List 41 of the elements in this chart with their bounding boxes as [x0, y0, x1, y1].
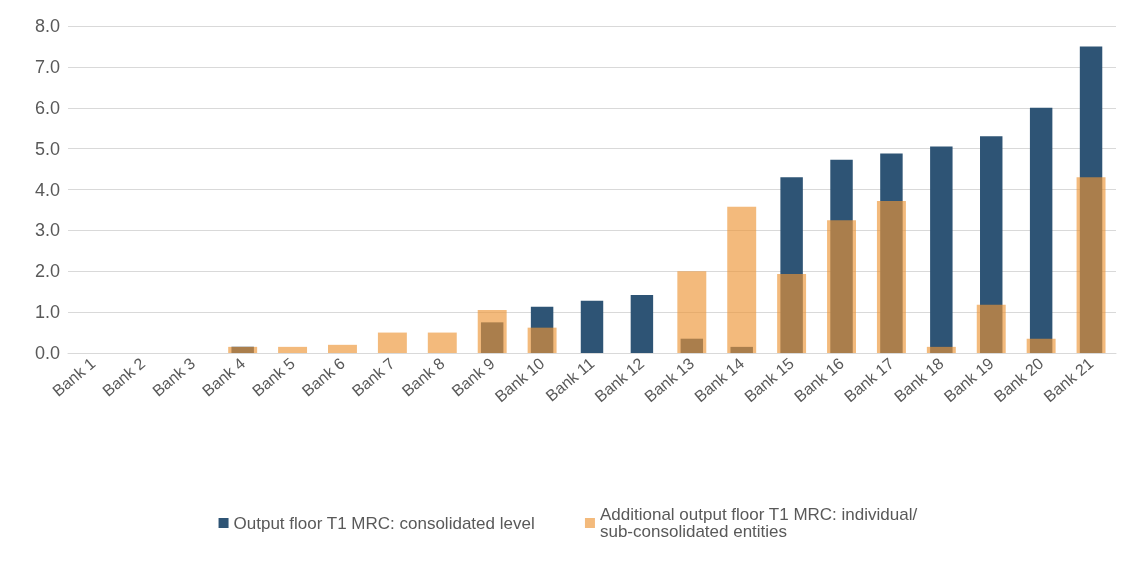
y-tick-label: 3.0 — [34, 220, 60, 241]
bar — [377, 332, 407, 353]
bar — [830, 159, 853, 353]
bar — [930, 146, 953, 353]
bar — [976, 304, 1006, 353]
y-tick-label: 2.0 — [34, 261, 60, 282]
bar — [1029, 107, 1053, 353]
bar — [677, 271, 707, 353]
bar — [477, 310, 507, 353]
bar — [780, 177, 803, 353]
bar — [480, 322, 504, 353]
bar — [630, 294, 654, 353]
bar — [530, 306, 554, 353]
bar — [827, 220, 856, 353]
bar — [730, 346, 753, 353]
bar — [1026, 338, 1056, 353]
legend-label: Output floor T1 MRC: consolidated level — [233, 513, 535, 533]
bar — [680, 338, 704, 353]
bar — [527, 327, 557, 353]
bar — [427, 332, 457, 353]
y-tick-label: 7.0 — [34, 56, 60, 77]
bar — [876, 200, 906, 353]
y-tick-label: 6.0 — [34, 97, 60, 118]
y-tick-label: 1.0 — [34, 302, 60, 323]
bar — [228, 346, 258, 353]
y-tick-label: 8.0 — [34, 16, 60, 36]
bar — [777, 274, 807, 353]
legend-label: Additional output floor T1 MRC: individual/sub-consolidated entities — [599, 505, 918, 541]
bar — [1076, 177, 1106, 353]
bar — [231, 346, 254, 353]
bar — [278, 346, 308, 353]
y-tick-label: 4.0 — [34, 179, 60, 200]
bar — [926, 346, 956, 353]
bar — [980, 136, 1003, 353]
bar — [1079, 46, 1103, 353]
y-tick-label: 0.0 — [34, 343, 60, 363]
bar — [727, 206, 757, 353]
y-tick-label: 5.0 — [34, 138, 60, 159]
bar — [580, 300, 604, 353]
bar — [328, 344, 357, 353]
bar — [880, 153, 903, 353]
